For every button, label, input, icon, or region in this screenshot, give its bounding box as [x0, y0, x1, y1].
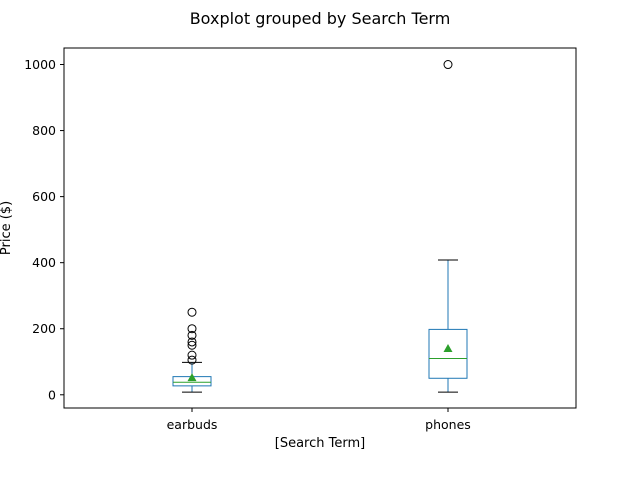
- outlier-point: [187, 340, 197, 350]
- y-axis: 0 200 400 600 800 1000: [24, 57, 64, 402]
- mean-marker: [443, 344, 453, 353]
- mean-marker: [187, 373, 197, 382]
- outlier-point: [187, 337, 197, 347]
- x-tick-label: earbuds: [167, 417, 218, 432]
- outlier-point: [187, 307, 197, 317]
- outlier-point: [187, 330, 197, 340]
- x-tick-label: phones: [425, 417, 471, 432]
- y-tick-label: 1000: [24, 57, 56, 72]
- y-tick-label: 0: [48, 387, 56, 402]
- plot-marks: [172, 60, 468, 393]
- y-axis-label: Price ($): [0, 201, 14, 255]
- y-tick-label: 400: [32, 255, 56, 270]
- outlier-point: [187, 324, 197, 334]
- box-iqr: [428, 328, 468, 379]
- box-group-phones: [428, 60, 468, 393]
- x-axis: earbuds phones: [167, 408, 471, 432]
- y-tick-label: 200: [32, 321, 56, 336]
- plot-frame: [63, 47, 577, 409]
- outlier-point: [187, 355, 197, 365]
- x-axis-label: [Search Term]: [275, 436, 365, 451]
- outlier-point: [443, 60, 453, 70]
- box-group-earbuds: [172, 307, 212, 393]
- chart-title: Boxplot grouped by Search Term: [190, 9, 451, 28]
- y-tick-label: 600: [32, 189, 56, 204]
- outlier-point: [187, 350, 197, 360]
- y-tick-label: 800: [32, 123, 56, 138]
